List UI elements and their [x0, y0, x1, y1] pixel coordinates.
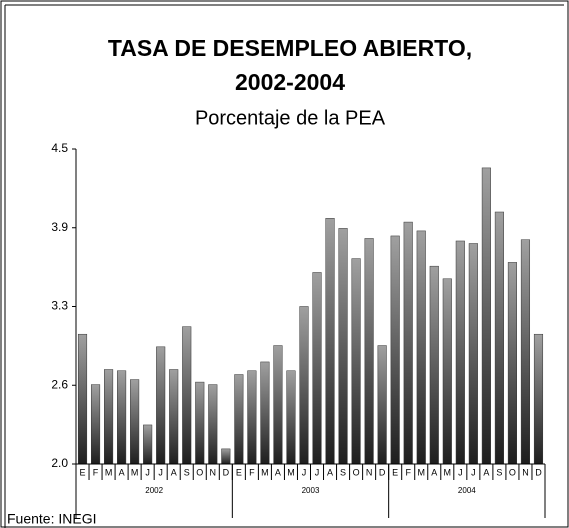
x-tick-label: A	[431, 467, 437, 477]
x-tick-label: N	[366, 467, 373, 477]
bar	[468, 243, 478, 465]
source: Fuente: INEGI	[7, 511, 96, 527]
x-tick-label: O	[509, 467, 516, 477]
bar	[533, 333, 544, 465]
x-tick-label: J	[158, 467, 163, 477]
year-label: 2004	[458, 486, 476, 495]
chart-title: 2002-2004	[235, 69, 345, 95]
x-tick-label: A	[275, 467, 281, 477]
bar	[494, 211, 504, 465]
bar	[208, 384, 218, 465]
year-label: 2003	[302, 486, 320, 495]
bar	[442, 278, 452, 465]
x-tick-label: F	[249, 467, 255, 477]
bar	[77, 333, 88, 465]
bar	[117, 370, 127, 465]
x-tick-label: A	[483, 467, 489, 477]
x-tick-label: J	[471, 467, 476, 477]
chart-subtitle: Porcentaje de la PEA	[195, 107, 386, 129]
bar	[507, 262, 517, 465]
x-tick-label: M	[105, 467, 113, 477]
bar	[182, 326, 192, 465]
chart-title: TASA DE DESEMPLEO ABIERTO,	[108, 35, 472, 61]
bar	[130, 379, 140, 465]
x-tick-label: D	[535, 467, 542, 477]
bar	[195, 381, 205, 465]
x-tick-label: N	[522, 467, 529, 477]
bar	[260, 361, 270, 465]
x-tick-label: O	[353, 467, 360, 477]
bar	[338, 228, 348, 465]
x-tick-label: S	[340, 467, 346, 477]
year-label: 2002	[145, 486, 163, 495]
bar	[104, 369, 114, 465]
bar	[273, 345, 283, 465]
x-tick-label: A	[171, 467, 177, 477]
x-tick-label: E	[80, 467, 86, 477]
x-tick-label: E	[236, 467, 242, 477]
bar	[351, 258, 361, 465]
x-tick-label: D	[223, 467, 230, 477]
bar	[169, 369, 179, 465]
bar	[221, 448, 231, 465]
bar	[429, 265, 439, 465]
bar	[247, 370, 257, 465]
x-tick-label: J	[145, 467, 150, 477]
x-tick-label: S	[184, 467, 190, 477]
bar	[299, 306, 309, 465]
x-tick-label: M	[131, 467, 139, 477]
y-tick-label: 4.5	[51, 141, 68, 155]
bar	[234, 374, 244, 465]
x-tick-label: F	[93, 467, 99, 477]
bar	[416, 230, 426, 465]
x-tick-label: A	[119, 467, 125, 477]
bar	[364, 238, 374, 465]
x-tick-label: F	[405, 467, 411, 477]
x-tick-label: M	[261, 467, 269, 477]
x-tick-label: M	[287, 467, 295, 477]
x-tick-label: J	[315, 467, 320, 477]
x-tick-label: N	[210, 467, 217, 477]
bar	[286, 370, 296, 465]
y-tick-label: 2.6	[51, 377, 68, 391]
x-tick-label: E	[392, 467, 398, 477]
y-tick-label: 2.0	[51, 456, 68, 470]
x-tick-label: M	[417, 467, 425, 477]
x-tick-label: S	[496, 467, 502, 477]
bar	[312, 272, 322, 465]
bar	[520, 239, 531, 465]
bar	[390, 235, 400, 465]
bar	[325, 218, 335, 465]
x-tick-label: D	[379, 467, 386, 477]
bar	[455, 240, 465, 465]
bar	[156, 346, 166, 465]
x-tick-label: M	[444, 467, 452, 477]
y-tick-label: 3.9	[51, 220, 68, 234]
bar	[481, 167, 491, 465]
x-tick-label: O	[196, 467, 203, 477]
bar	[377, 345, 387, 465]
y-tick-label: 3.3	[51, 299, 68, 313]
x-tick-label: J	[302, 467, 307, 477]
bar	[403, 221, 413, 465]
x-tick-label: J	[458, 467, 463, 477]
bar	[90, 384, 101, 465]
bar	[143, 424, 153, 465]
x-tick-label: A	[327, 467, 333, 477]
